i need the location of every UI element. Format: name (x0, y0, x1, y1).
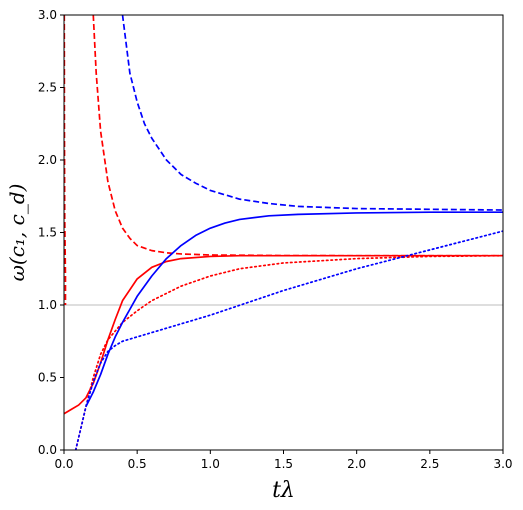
x-axis-label: tλ (272, 478, 295, 503)
series-line-ff0000-dotted (74, 254, 503, 450)
x-tick-label: 0.5 (128, 457, 147, 471)
y-tick-label: 2.5 (38, 81, 57, 95)
x-tick-label: 2.0 (347, 457, 366, 471)
x-tick-label: 0.0 (54, 457, 73, 471)
series-line-0000ff-solid (85, 211, 503, 407)
y-tick-label: 0.5 (38, 371, 57, 385)
y-tick-label: 3.0 (38, 8, 57, 22)
y-tick-label: 0.0 (38, 443, 57, 457)
x-tick-label: 1.5 (274, 457, 293, 471)
x-tick-label: 1.0 (201, 457, 220, 471)
x-tick-label: 3.0 (493, 457, 512, 471)
series-layer (64, 15, 503, 450)
series-line-ff0000-dashed (92, 15, 503, 257)
plot-frame (63, 14, 504, 451)
y-tick-label: 2.0 (38, 153, 57, 167)
series-line-ff0000-solid (64, 254, 503, 415)
y-tick-label: 1.5 (38, 226, 57, 240)
series-line-0000ff-dashed (121, 15, 503, 211)
series-line-0000ff-dotted (74, 230, 503, 450)
tick-layer: 0.0 0.5 1.0 1.5 2.0 2.5 3.0 0.0 0.5 1.0 1.5 2.0 2.5 3… (38, 8, 513, 471)
y-axis-label: ω(c₁, c_d) (5, 184, 29, 282)
y-tick-label: 1.0 (38, 298, 57, 312)
x-tick-label: 2.5 (420, 457, 439, 471)
